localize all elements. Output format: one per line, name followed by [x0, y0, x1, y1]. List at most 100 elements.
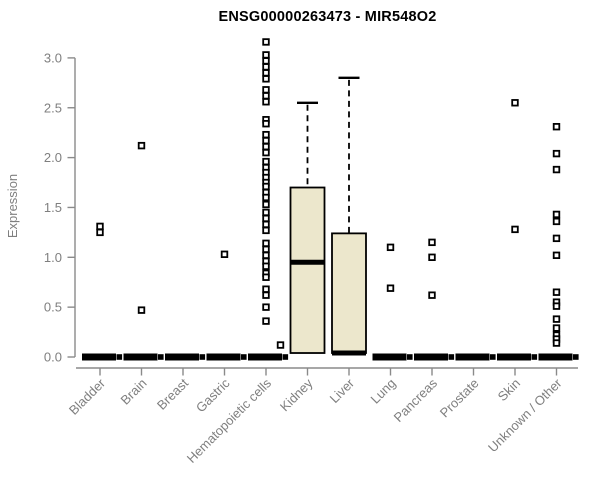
data-point-skin	[511, 225, 519, 234]
data-point-hematopoietic-cells	[262, 92, 270, 100]
data-point-hematopoietic-cells	[262, 98, 270, 106]
y-tick-label: 1.0	[44, 250, 62, 265]
data-point-hematopoietic-cells	[262, 182, 270, 191]
x-tick-label-brain: Brain	[118, 376, 150, 408]
data-point-hematopoietic-cells	[262, 63, 270, 71]
zero-point-hematopoietic-cells	[282, 354, 289, 360]
data-point-bladder	[96, 228, 104, 237]
data-point-hematopoietic-cells	[262, 69, 270, 77]
x-tick-label-lung: Lung	[368, 376, 399, 407]
data-point-hematopoietic-cells	[262, 226, 270, 235]
zero-box-lung	[372, 353, 407, 361]
chart-title: ENSG00000263473 - MIR548O2	[218, 9, 437, 25]
data-point-hematopoietic-cells	[262, 303, 270, 311]
box-kidney	[289, 186, 326, 354]
zero-point-breast	[199, 354, 206, 360]
data-point-skin	[511, 99, 519, 107]
data-point-bladder	[96, 222, 104, 231]
data-point-unknown-other	[552, 149, 561, 158]
data-point-unknown-other	[552, 165, 561, 174]
x-tick-label-breast: Breast	[154, 375, 191, 412]
y-axis-label: Expression	[5, 174, 20, 238]
data-point-lung	[386, 243, 395, 252]
zero-point-pancreas	[448, 354, 455, 360]
zero-point-bladder	[116, 354, 123, 360]
x-tick-label-liver: Liver	[327, 375, 358, 406]
data-point-hematopoietic-cells	[262, 38, 270, 46]
data-point-brain	[137, 141, 146, 150]
data-point-unknown-other	[552, 210, 561, 219]
zero-box-pancreas	[414, 353, 448, 361]
data-point-hematopoietic-cells	[262, 148, 270, 157]
zero-point-skin	[531, 354, 538, 360]
data-point-hematopoietic-cells	[262, 214, 270, 223]
data-point-hematopoietic-cells	[262, 291, 270, 299]
y-tick-label: 2.5	[44, 100, 62, 115]
data-point-unknown-other	[552, 234, 561, 243]
data-point-hematopoietic-cells	[262, 285, 270, 293]
data-point-gastric	[220, 250, 229, 259]
data-point-hematopoietic-cells	[262, 273, 270, 281]
data-point-unknown-other	[552, 324, 561, 332]
data-point-pancreas	[428, 238, 436, 247]
box-liver	[331, 232, 367, 354]
data-point-hematopoietic-cells	[262, 75, 270, 83]
data-point-hematopoietic-cells	[262, 193, 270, 202]
y-tick-label: 1.5	[44, 200, 62, 215]
data-point-hematopoietic-cells	[262, 239, 270, 248]
data-point-kidney	[276, 341, 285, 349]
zero-box-breast	[165, 353, 199, 361]
data-point-unknown-other	[552, 122, 561, 131]
data-point-hematopoietic-cells	[262, 51, 270, 59]
data-point-hematopoietic-cells	[262, 120, 270, 128]
zero-box-bladder	[82, 353, 116, 361]
data-point-unknown-other	[552, 315, 561, 323]
data-point-hematopoietic-cells	[262, 245, 270, 254]
data-point-lung	[386, 284, 395, 292]
data-point-hematopoietic-cells	[262, 142, 270, 151]
data-point-unknown-other	[552, 339, 561, 347]
data-point-unknown-other	[552, 288, 561, 296]
zero-box-skin	[497, 353, 531, 361]
data-point-hematopoietic-cells	[262, 262, 270, 270]
data-point-hematopoietic-cells	[262, 220, 270, 229]
x-tick-label-pancreas: Pancreas	[391, 375, 441, 425]
x-tick-label-kidney: Kidney	[277, 375, 316, 414]
data-point-unknown-other	[552, 217, 561, 226]
data-point-unknown-other	[552, 302, 561, 310]
x-tick-label-bladder: Bladder	[66, 375, 109, 418]
zero-point-prostate	[490, 354, 496, 360]
y-tick-label: 0.5	[44, 300, 62, 315]
data-point-pancreas	[428, 291, 436, 299]
data-point-pancreas	[428, 253, 436, 261]
data-point-hematopoietic-cells	[262, 130, 270, 139]
data-point-hematopoietic-cells	[262, 157, 270, 166]
zero-point-lung	[407, 354, 413, 360]
zero-box-unknown-other	[538, 353, 573, 361]
y-tick-label: 0.0	[44, 350, 62, 365]
x-tick-label-unknown-other: Unknown / Other	[485, 375, 565, 455]
data-point-hematopoietic-cells	[262, 208, 270, 217]
data-point-hematopoietic-cells	[262, 200, 270, 209]
zero-point-brain	[158, 354, 164, 360]
zero-box-hematopoietic-cells	[248, 353, 282, 361]
zero-point-unknown-other	[573, 354, 579, 360]
zero-point-gastric	[241, 354, 247, 360]
x-tick-label-skin: Skin	[495, 376, 523, 404]
x-tick-label-gastric: Gastric	[193, 375, 233, 415]
data-point-hematopoietic-cells	[262, 251, 270, 260]
data-point-hematopoietic-cells	[262, 57, 270, 65]
x-tick-label-prostate: Prostate	[437, 376, 482, 421]
zero-box-brain	[123, 353, 158, 361]
y-tick-label: 3.0	[44, 50, 62, 65]
y-tick-label: 2.0	[44, 150, 62, 165]
data-point-hematopoietic-cells	[262, 86, 270, 94]
data-point-unknown-other	[552, 251, 561, 260]
data-point-hematopoietic-cells	[262, 136, 270, 145]
data-point-hematopoietic-cells	[262, 317, 270, 325]
zero-box-prostate	[455, 353, 490, 361]
data-point-brain	[137, 306, 146, 314]
zero-box-gastric	[206, 353, 241, 361]
